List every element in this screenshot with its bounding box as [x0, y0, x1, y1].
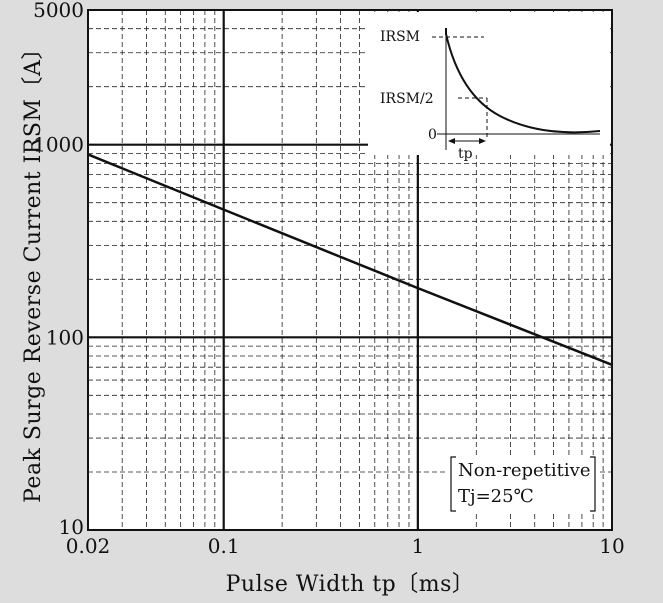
note-line-2: Tj=25℃ — [458, 486, 534, 507]
inset-label-tp: tp — [458, 146, 473, 162]
y-tick-label: 1000 — [33, 133, 84, 157]
note-left-bracket — [450, 456, 456, 512]
x-tick-label: 1 — [411, 534, 424, 558]
inset-box — [368, 12, 610, 155]
waveform-inset: IRSM IRSM/2 0 tp — [368, 12, 610, 162]
y-tick-label: 100 — [46, 325, 84, 349]
y-axis-title: Peak Surge Reverse Current IRSM〔A〕 — [21, 37, 46, 503]
inset-label-peak: IRSM — [380, 29, 420, 45]
inset-tp-arrow-right — [479, 138, 486, 144]
y-tick-label: 5000 — [33, 0, 84, 22]
x-tick-label: 10 — [599, 534, 624, 558]
inset-decay-curve — [445, 28, 601, 134]
inset-tp-arrow-left — [448, 138, 455, 144]
inset-label-half: IRSM/2 — [380, 91, 434, 107]
x-tick-label: 0.02 — [66, 534, 111, 558]
series-line — [87, 153, 613, 366]
minor-gridlines — [88, 10, 612, 530]
inset-label-zero: 0 — [428, 127, 437, 143]
x-axis-title: Pulse Width tp〔ms〕 — [226, 572, 475, 597]
x-tick-label: 0.1 — [208, 534, 240, 558]
note-line-1: Non-repetitive — [458, 460, 591, 481]
y-tick-label: 10 — [59, 515, 84, 539]
tick-labels: 0.02 0.1 1 10 10 100 1000 5000 — [33, 0, 625, 558]
note-right-bracket — [590, 456, 596, 512]
note-box — [448, 455, 598, 513]
series-layer — [87, 153, 613, 366]
condition-note: Non-repetitive Tj=25℃ — [448, 455, 598, 513]
